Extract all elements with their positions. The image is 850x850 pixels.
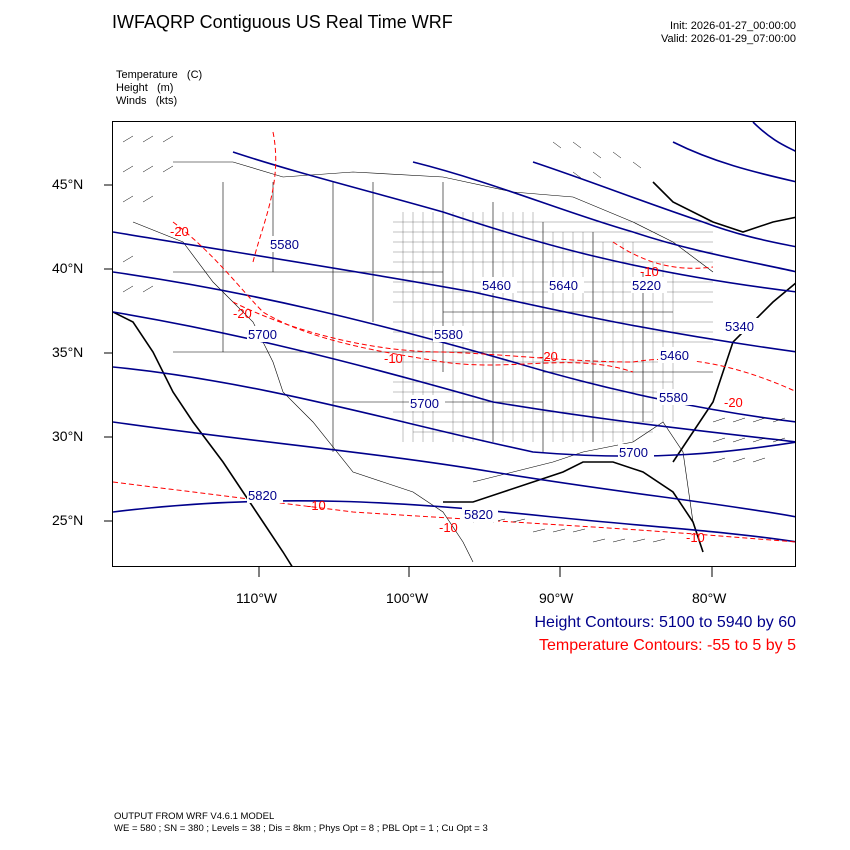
- field-temperature: Temperature (C): [116, 69, 203, 81]
- height-label: 5700: [619, 445, 648, 460]
- height-label: 5640: [549, 278, 578, 293]
- height-legend: Height Contours: 5100 to 5940 by 60: [534, 614, 796, 631]
- lat-label: 30°N: [52, 428, 84, 444]
- model-info: OUTPUT FROM WRF V4.6.1 MODEL WE = 580 ; …: [114, 811, 488, 835]
- lat-label: 25°N: [52, 512, 84, 528]
- map-panel: 5580 5460 5640 5220 5340 5700 5580 5460 …: [112, 121, 796, 567]
- lat-label: 40°N: [52, 260, 84, 276]
- height-label: 5580: [659, 390, 688, 405]
- temperature-label: -20: [170, 224, 189, 239]
- field-height: Height (m): [116, 82, 174, 94]
- temperature-label: -10: [307, 498, 326, 513]
- valid-time: Valid: 2026-01-29_07:00:00: [661, 33, 796, 45]
- height-label: 5700: [410, 396, 439, 411]
- lon-label: 90°W: [539, 590, 574, 606]
- lat-label: 45°N: [52, 176, 84, 192]
- temperature-label: -10: [640, 264, 659, 279]
- height-label: 5340: [725, 319, 754, 334]
- height-label: 5460: [660, 348, 689, 363]
- wind-barbs: [122, 135, 786, 543]
- temperature-label: -10: [384, 351, 403, 366]
- height-label: 5580: [434, 327, 463, 342]
- height-label-bg: [268, 236, 304, 252]
- lon-label: 80°W: [692, 590, 727, 606]
- lat-label: 35°N: [52, 344, 84, 360]
- temperature-label: -20: [233, 306, 252, 321]
- height-label: 5700: [248, 327, 277, 342]
- model-info-line1: OUTPUT FROM WRF V4.6.1 MODEL: [114, 811, 275, 822]
- lon-label: 110°W: [236, 590, 278, 606]
- temperature-label: -20: [724, 395, 743, 410]
- plot-title: IWFAQRP Contiguous US Real Time WRF: [112, 12, 453, 32]
- field-list: Temperature (C) Height (m) Winds (kts): [116, 69, 202, 108]
- time-info: Init: 2026-01-27_00:00:00 Valid: 2026-01…: [661, 20, 796, 46]
- height-label: 5580: [270, 237, 299, 252]
- contour-label-group: 5580 5460 5640 5220 5340 5700 5580 5460 …: [170, 224, 759, 545]
- field-winds: Winds (kts): [116, 95, 178, 107]
- height-label: 5820: [248, 488, 277, 503]
- temperature-label: -10: [439, 520, 458, 535]
- height-label: 5220: [632, 278, 661, 293]
- coastline: [113, 181, 795, 566]
- init-time: Init: 2026-01-27_00:00:00: [670, 20, 796, 32]
- height-label: 5820: [464, 507, 493, 522]
- lon-label: 100°W: [386, 590, 429, 606]
- temperature-label: -20: [539, 349, 558, 364]
- model-info-line2: WE = 580 ; SN = 380 ; Levels = 38 ; Dis …: [114, 823, 488, 834]
- temperature-label: -10: [686, 530, 705, 545]
- height-contours: [113, 122, 795, 543]
- height-label: 5460: [482, 278, 511, 293]
- temperature-legend: Temperature Contours: -55 to 5 by 5: [538, 637, 796, 654]
- weather-map: 5580 5460 5640 5220 5340 5700 5580 5460 …: [113, 122, 795, 566]
